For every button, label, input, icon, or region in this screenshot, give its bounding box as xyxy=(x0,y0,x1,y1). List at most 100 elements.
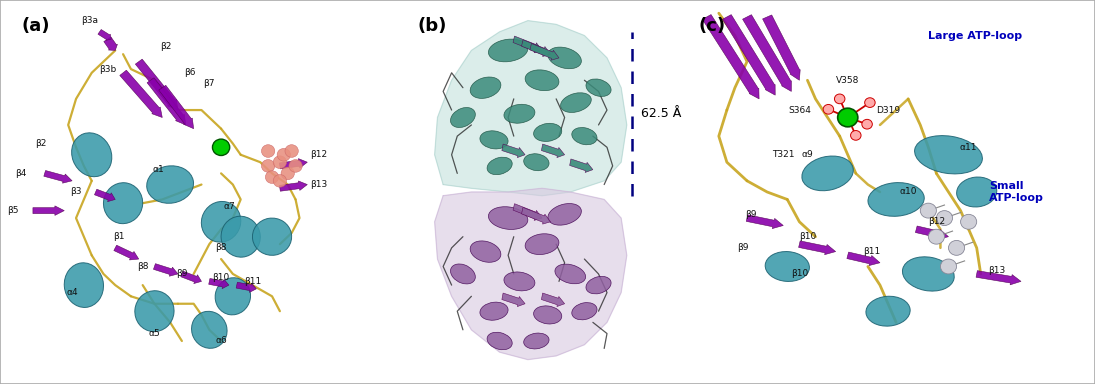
Circle shape xyxy=(941,259,957,274)
Text: α11: α11 xyxy=(960,143,978,152)
Circle shape xyxy=(862,119,873,129)
FancyArrow shape xyxy=(746,215,783,228)
Ellipse shape xyxy=(555,264,586,284)
Ellipse shape xyxy=(147,166,194,203)
Text: β8: β8 xyxy=(216,243,227,252)
Ellipse shape xyxy=(470,241,500,262)
FancyArrow shape xyxy=(541,293,565,306)
Text: β1: β1 xyxy=(114,232,125,241)
FancyArrow shape xyxy=(514,204,542,220)
Text: α7: α7 xyxy=(223,202,234,212)
Text: β9: β9 xyxy=(176,270,187,278)
Text: β11: β11 xyxy=(244,277,261,286)
Ellipse shape xyxy=(221,216,261,257)
Ellipse shape xyxy=(71,133,112,177)
Ellipse shape xyxy=(487,332,512,350)
Ellipse shape xyxy=(450,264,475,284)
Circle shape xyxy=(948,240,965,255)
FancyArrow shape xyxy=(502,144,526,157)
Circle shape xyxy=(920,203,936,218)
Text: V358: V358 xyxy=(837,76,860,85)
FancyArrow shape xyxy=(279,181,308,191)
Circle shape xyxy=(262,160,275,172)
Ellipse shape xyxy=(957,177,996,207)
Ellipse shape xyxy=(548,47,581,69)
Ellipse shape xyxy=(450,108,475,127)
Circle shape xyxy=(823,104,833,114)
Text: β3a: β3a xyxy=(81,16,99,25)
FancyArrow shape xyxy=(502,293,526,306)
Ellipse shape xyxy=(201,202,241,242)
FancyArrow shape xyxy=(798,241,835,255)
Circle shape xyxy=(274,156,287,169)
FancyArrow shape xyxy=(279,159,308,169)
Ellipse shape xyxy=(533,123,562,141)
Circle shape xyxy=(865,98,875,108)
Ellipse shape xyxy=(902,257,954,291)
Circle shape xyxy=(277,149,290,161)
Text: α6: α6 xyxy=(216,336,227,346)
Circle shape xyxy=(289,160,302,172)
FancyArrow shape xyxy=(44,170,72,183)
Ellipse shape xyxy=(526,234,558,255)
Circle shape xyxy=(274,174,287,187)
FancyArrow shape xyxy=(530,43,558,60)
Text: β3: β3 xyxy=(70,187,82,197)
FancyArrow shape xyxy=(147,78,186,125)
FancyArrow shape xyxy=(541,144,565,157)
Text: β12: β12 xyxy=(311,150,327,159)
Circle shape xyxy=(212,139,230,156)
FancyArrow shape xyxy=(136,59,178,110)
Ellipse shape xyxy=(523,333,549,349)
Ellipse shape xyxy=(548,204,581,225)
Ellipse shape xyxy=(572,127,597,145)
Ellipse shape xyxy=(561,93,591,113)
Circle shape xyxy=(265,171,279,184)
Text: α1: α1 xyxy=(152,165,164,174)
Text: (c): (c) xyxy=(699,17,726,35)
Text: (b): (b) xyxy=(417,17,447,35)
Text: α5: α5 xyxy=(149,329,160,338)
FancyArrow shape xyxy=(569,159,592,172)
Text: β13: β13 xyxy=(311,180,327,189)
Text: (a): (a) xyxy=(21,17,49,35)
Text: T321: T321 xyxy=(772,150,795,159)
Ellipse shape xyxy=(572,303,597,320)
FancyArrow shape xyxy=(846,252,880,266)
Text: β4: β4 xyxy=(15,169,27,178)
Text: β2: β2 xyxy=(161,42,172,51)
Text: β12: β12 xyxy=(927,217,945,226)
FancyArrow shape xyxy=(33,206,65,215)
FancyArrow shape xyxy=(742,15,792,91)
FancyArrow shape xyxy=(209,278,229,289)
Circle shape xyxy=(851,131,861,140)
Ellipse shape xyxy=(504,104,535,123)
Circle shape xyxy=(285,145,298,157)
Ellipse shape xyxy=(868,183,924,216)
Ellipse shape xyxy=(215,278,251,315)
FancyArrow shape xyxy=(114,245,139,260)
Ellipse shape xyxy=(526,70,558,91)
Text: β10: β10 xyxy=(791,270,808,278)
FancyArrow shape xyxy=(514,36,542,53)
Ellipse shape xyxy=(488,207,528,229)
Text: β10: β10 xyxy=(212,273,230,282)
FancyArrow shape xyxy=(159,85,194,129)
FancyArrow shape xyxy=(181,271,201,284)
Ellipse shape xyxy=(488,39,528,62)
Ellipse shape xyxy=(866,296,910,326)
FancyArrow shape xyxy=(119,70,162,118)
Ellipse shape xyxy=(586,79,611,96)
Text: D319: D319 xyxy=(876,106,900,114)
Ellipse shape xyxy=(914,136,982,174)
FancyArrow shape xyxy=(723,15,775,95)
FancyArrow shape xyxy=(153,264,178,276)
Text: β11: β11 xyxy=(863,247,880,256)
Ellipse shape xyxy=(523,154,549,170)
Text: β9: β9 xyxy=(737,243,749,252)
Polygon shape xyxy=(435,188,626,359)
Ellipse shape xyxy=(253,218,291,255)
Ellipse shape xyxy=(480,131,508,149)
Polygon shape xyxy=(435,21,626,196)
Ellipse shape xyxy=(192,311,227,348)
